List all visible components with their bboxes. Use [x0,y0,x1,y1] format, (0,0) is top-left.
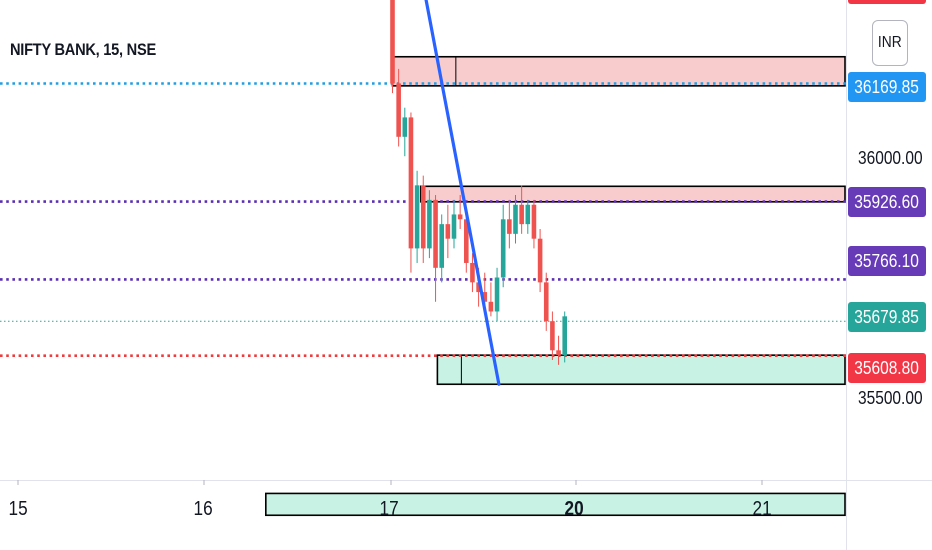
price-label-36169: 36169.85 [848,72,926,102]
x-tick-15: 15 [8,498,28,520]
candle-body-3 [408,117,414,249]
candle-body-8 [439,224,444,268]
candle-body-6 [427,199,432,249]
candle-body-11 [457,214,463,220]
y-tick-36000: 36000.00 [858,148,923,168]
candle-body-22 [525,204,531,225]
candle-body-15 [482,292,488,302]
candle-body-13 [470,262,475,283]
candle-body-1 [396,83,401,137]
candle-body-25 [543,282,549,322]
candle-body-14 [476,282,481,293]
zone-demand-3 [265,492,846,517]
candle-body-2 [402,117,408,137]
candle-body-17 [494,277,500,312]
candle-body-23 [531,204,537,239]
candle-body-27 [556,350,561,356]
candle-body-5 [420,185,426,249]
x-tick-21: 21 [752,498,772,520]
candle-body-20 [513,204,518,234]
candle-body-28 [562,316,567,356]
candle-body-16 [488,301,494,312]
candle-body-10 [451,214,457,239]
candle-body-21 [519,204,524,225]
price-label-35608: 35608.80 [848,353,926,383]
candle-body-19 [507,219,512,234]
candle-body-18 [500,219,506,278]
y-tick-35500: 35500.00 [858,388,923,408]
price-label-35926: 35926.60 [848,187,926,217]
candle-body-4 [414,185,420,249]
top-price-label-edge [848,0,926,4]
zone-demand-2 [436,354,846,386]
candle-body-9 [445,224,451,239]
zone-supply-1 [419,185,846,203]
x-tick-20: 20 [564,498,584,520]
candle-body-12 [464,219,469,263]
candle-body-24 [537,238,543,283]
candle-body-0 [390,0,395,84]
candle-body-7 [433,199,438,268]
trendline [424,0,501,386]
candle-body-26 [550,321,555,351]
chart-title: NIFTY BANK, 15, NSE [10,40,156,59]
zone-supply-0 [391,55,846,87]
currency-button[interactable]: INR [872,20,908,66]
x-tick-17: 17 [379,498,399,520]
x-tick-16: 16 [193,498,213,520]
price-label-35766: 35766.10 [848,246,926,276]
price-label-35679: 35679.85 [848,302,926,332]
